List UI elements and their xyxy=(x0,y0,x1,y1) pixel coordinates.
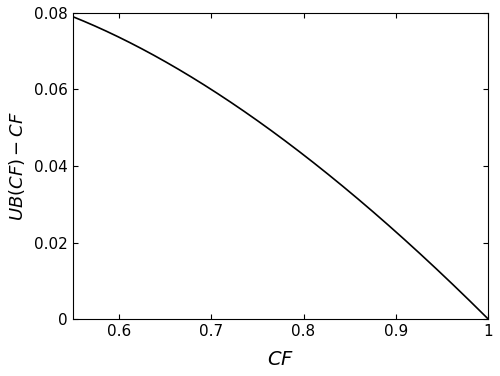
X-axis label: $CF$: $CF$ xyxy=(267,350,294,369)
Y-axis label: $UB(CF) - CF$: $UB(CF) - CF$ xyxy=(7,111,27,221)
